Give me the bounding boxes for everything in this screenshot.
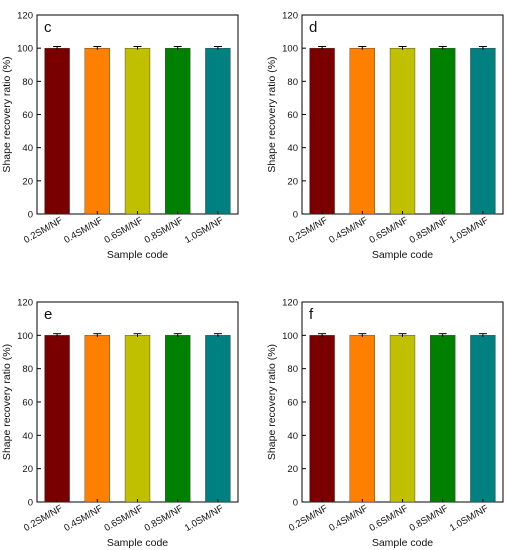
x-axis-label: Sample code (372, 249, 433, 261)
y-axis-label: Shape recovery ratio (%) (1, 56, 13, 172)
x-axis-label: Sample code (107, 249, 168, 261)
bar-0.6SM/NF (124, 47, 151, 215)
x-tick-label: 0.4SM/NF (327, 215, 370, 246)
y-tick-label: 80 (22, 364, 33, 375)
x-tick-label: 0.6SM/NF (367, 215, 410, 246)
x-tick-label: 0.6SM/NF (367, 503, 410, 534)
x-tick-label: 1.0SM/NF (183, 215, 226, 246)
x-tick-label: 1.0SM/NF (183, 503, 226, 534)
bar-0.8SM/NF (165, 335, 191, 503)
y-tick-label: 0 (28, 498, 33, 509)
y-tick-label: 0 (28, 210, 33, 221)
x-axis-label: Sample code (107, 537, 168, 549)
bar-0.6SM/NF (389, 47, 416, 215)
chart-panel-f: 0204060801001200.2SM/NF0.4SM/NF0.6SM/NF0… (266, 298, 504, 549)
chart-panel-e: 0204060801001200.2SM/NF0.4SM/NF0.6SM/NF0… (1, 298, 239, 549)
x-tick-label: 1.0SM/NF (448, 215, 491, 246)
bar-0.8SM/NF (430, 47, 456, 215)
x-tick-label: 1.0SM/NF (448, 503, 491, 534)
bar-0.8SM/NF (165, 47, 191, 215)
y-axis-label: Shape recovery ratio (%) (266, 56, 278, 172)
bar-1.0SM/NF (205, 47, 231, 215)
x-tick-label: 0.8SM/NF (143, 215, 186, 246)
y-tick-label: 20 (22, 176, 33, 187)
chart-panel-d: 0204060801001200.2SM/NF0.4SM/NF0.6SM/NF0… (266, 11, 504, 261)
x-axis-label: Sample code (372, 537, 433, 549)
chart-panel-c: 0204060801001200.2SM/NF0.4SM/NF0.6SM/NF0… (1, 11, 239, 261)
panel-label: f (309, 306, 314, 323)
x-tick-label: 0.8SM/NF (408, 215, 451, 246)
y-tick-label: 120 (17, 11, 33, 22)
bar-1.0SM/NF (205, 335, 231, 503)
y-tick-label: 80 (287, 364, 298, 375)
x-tick-label: 0.8SM/NF (143, 503, 186, 534)
panel-label: e (44, 306, 52, 323)
bar-0.4SM/NF (84, 335, 110, 503)
x-tick-label: 0.6SM/NF (102, 503, 145, 534)
y-tick-label: 40 (22, 143, 33, 154)
y-axis-label: Shape recovery ratio (%) (266, 344, 278, 460)
y-tick-label: 80 (22, 77, 33, 88)
y-tick-label: 60 (22, 398, 33, 409)
bar-0.2SM/NF (309, 335, 335, 503)
y-tick-label: 120 (282, 298, 298, 309)
panel-label: d (309, 19, 317, 36)
bar-0.8SM/NF (430, 335, 456, 503)
bar-1.0SM/NF (470, 47, 496, 215)
bar-0.4SM/NF (349, 335, 375, 503)
y-tick-label: 100 (17, 331, 33, 342)
y-tick-label: 20 (287, 464, 298, 475)
bar-0.6SM/NF (389, 335, 416, 503)
y-tick-label: 60 (287, 110, 298, 121)
x-tick-label: 0.4SM/NF (327, 503, 370, 534)
bar-1.0SM/NF (470, 335, 496, 503)
y-tick-label: 80 (287, 77, 298, 88)
y-tick-label: 20 (22, 464, 33, 475)
x-tick-label: 0.6SM/NF (102, 215, 145, 246)
y-tick-label: 40 (22, 431, 33, 442)
x-tick-label: 0.8SM/NF (408, 503, 451, 534)
bar-0.4SM/NF (84, 47, 110, 215)
y-tick-label: 120 (282, 11, 298, 22)
y-tick-label: 0 (293, 498, 298, 509)
y-tick-label: 100 (282, 331, 298, 342)
bar-0.6SM/NF (124, 335, 151, 503)
y-tick-label: 40 (287, 431, 298, 442)
bar-0.2SM/NF (309, 47, 335, 215)
y-tick-label: 100 (282, 44, 298, 55)
bar-0.2SM/NF (44, 335, 70, 503)
y-axis-label: Shape recovery ratio (%) (1, 344, 13, 460)
bar-0.4SM/NF (349, 47, 375, 215)
panel-label: c (44, 19, 52, 36)
bar-0.2SM/NF (44, 47, 70, 215)
y-tick-label: 20 (287, 176, 298, 187)
y-tick-label: 120 (17, 298, 33, 309)
y-tick-label: 0 (293, 210, 298, 221)
x-tick-label: 0.4SM/NF (62, 215, 105, 246)
y-tick-label: 40 (287, 143, 298, 154)
y-tick-label: 60 (287, 398, 298, 409)
y-tick-label: 60 (22, 110, 33, 121)
y-tick-label: 100 (17, 44, 33, 55)
x-tick-label: 0.4SM/NF (62, 503, 105, 534)
